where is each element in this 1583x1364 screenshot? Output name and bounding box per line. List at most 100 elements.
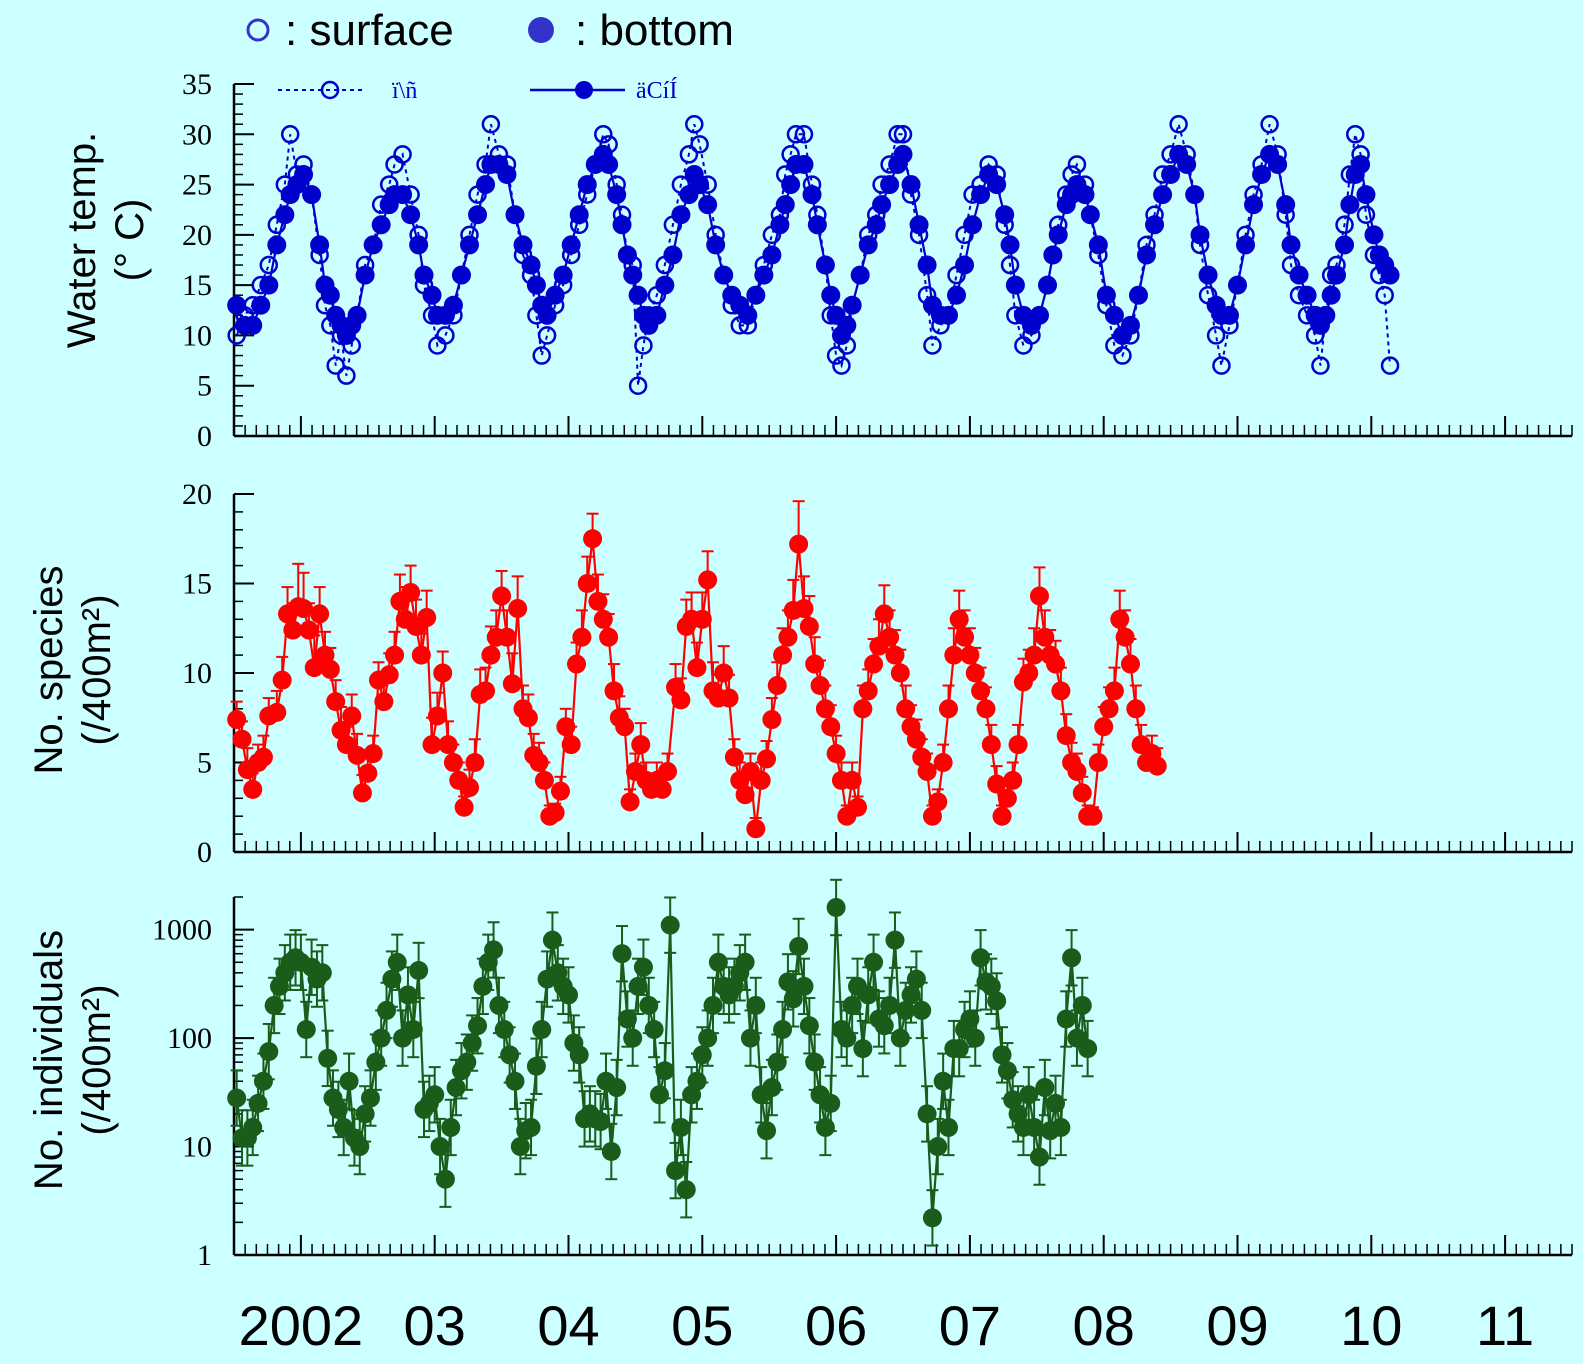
data-point [971,185,991,205]
data-point [906,729,926,749]
data-point [1137,245,1157,265]
data-point [537,305,557,325]
data-point [248,1093,268,1113]
data-point [837,315,857,335]
data-point [275,205,295,225]
y-tick-label: 15 [182,269,212,302]
panel-3: 1 10 100 1000 No. individuals (/400m²) [27,878,1573,1272]
data-point [767,676,787,696]
y-tick-label: 0 [197,836,212,869]
data-point [331,720,351,740]
y-tick-label: 30 [182,118,212,151]
data-point [1356,205,1376,224]
data-point [794,125,814,144]
data-point [794,976,814,996]
data-point [805,1052,825,1072]
data-point [1046,654,1066,674]
data-point [896,699,916,719]
year-labels: 2002 03 04 05 06 07 08 09 10 11 [239,1294,1535,1357]
data-point [1316,305,1336,325]
data-point [617,1009,637,1029]
data-point [1062,948,1082,968]
data-point [615,717,635,737]
data-point [355,265,375,285]
data-point [815,699,835,719]
data-point [1038,275,1058,295]
data-point [1364,225,1384,245]
data-point [1096,285,1116,305]
y-axis-title: No. individuals (/400m²) [27,930,119,1190]
data-point [1120,654,1140,674]
data-point [294,599,314,619]
data-point [1051,681,1071,701]
data-point [422,735,442,755]
data-point [1067,155,1087,174]
data-point [842,770,862,790]
data-point [559,985,578,1005]
data-point [938,699,958,719]
inner-legend-bottom: äCíÍ [636,78,677,104]
y-tick-label: 1000 [152,914,212,947]
data-point [569,205,589,225]
year-label: 05 [671,1294,733,1357]
data-point [981,735,1001,755]
data-point [1198,265,1218,285]
y-tick-label: 20 [182,219,212,252]
data-point [1088,753,1108,772]
data-point [374,692,394,712]
data-point [339,1071,359,1091]
data-point [427,706,447,726]
data-point [1000,235,1020,255]
data-point [1099,699,1119,719]
data-point [872,195,892,215]
data-point [708,952,728,972]
data-point [773,1020,793,1040]
data-point [604,681,624,701]
data-point [425,1085,445,1105]
data-point [328,1099,348,1119]
data-point [1351,154,1371,174]
data-point [561,235,581,255]
data-point [853,699,873,719]
data-point [1019,663,1039,683]
data-point [243,1117,263,1137]
year-label: 07 [939,1294,1001,1357]
data-point [433,663,453,683]
y-tick-label: 1 [197,1239,212,1272]
year-label: 2002 [239,1294,364,1357]
data-point [556,717,576,737]
data-point [1185,185,1205,205]
y-axis-label: No. individuals [27,930,71,1190]
data-point [366,1052,386,1072]
data-point [296,1020,316,1040]
data-point [529,753,549,772]
data-point [494,1020,514,1040]
data-point [848,797,868,817]
data-point [778,627,798,647]
y-axis-label: No. species [27,566,71,775]
data-point [435,1169,455,1189]
data-point [773,645,793,665]
data-point [607,185,627,205]
data-point [997,788,1017,808]
data-point [545,285,565,305]
y-axis-title: Water temp. (° C) [60,132,152,348]
data-point [272,670,292,690]
data-point [623,265,643,285]
data-point [251,295,271,315]
data-point [1094,717,1114,737]
data-point [815,1117,835,1137]
data-point [318,1048,338,1068]
data-point [363,235,383,255]
data-point [987,774,1007,794]
data-point [411,645,431,665]
data-point [1276,195,1296,215]
data-point [1356,185,1376,205]
data-point [1335,215,1354,235]
y-axis-title: No. species (/400m²) [27,566,119,775]
data-point [858,235,878,255]
data-point [1147,756,1167,776]
data-point [1335,235,1355,255]
data-point [933,1071,953,1091]
data-point [326,692,346,712]
